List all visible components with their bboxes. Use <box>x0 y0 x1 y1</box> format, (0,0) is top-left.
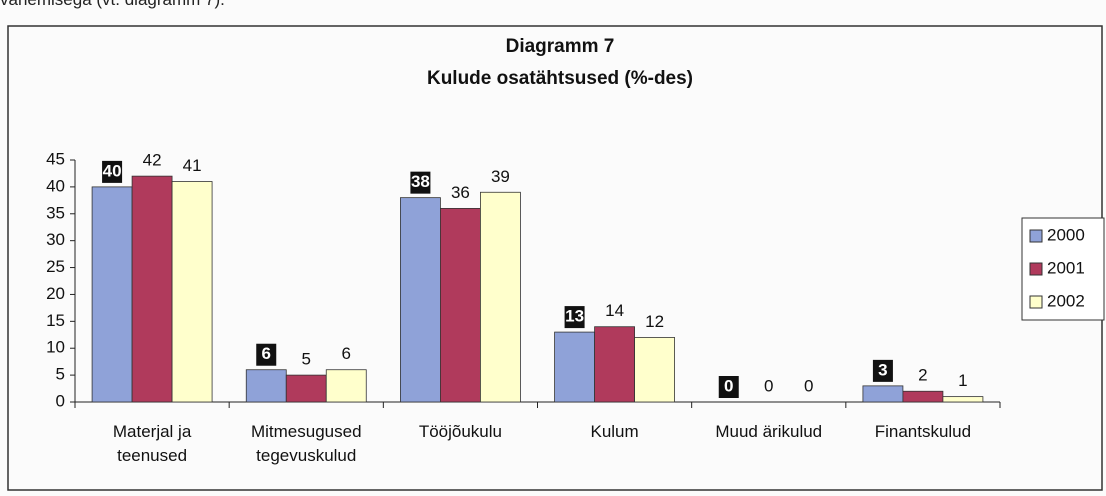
value-label: 0 <box>804 376 813 395</box>
x-tick-label: Muud ärikulud <box>715 422 823 441</box>
y-tick-label: 25 <box>46 257 65 276</box>
bar <box>594 326 635 403</box>
value-label-bg <box>410 171 431 194</box>
legend-swatch <box>1029 229 1043 243</box>
value-label: 42 <box>143 151 162 170</box>
x-tick-label: Kulum <box>590 422 639 441</box>
y-tick-label: 0 <box>56 391 65 410</box>
bar <box>862 385 904 403</box>
bar <box>325 369 367 403</box>
legend-label: 2001 <box>1047 258 1085 277</box>
x-tick-label: Mitmesugused tegevuskulud <box>250 422 362 465</box>
value-label: 5 <box>302 350 311 369</box>
bar <box>634 337 675 403</box>
bar <box>902 390 944 403</box>
y-tick-label: 40 <box>46 176 65 195</box>
legend-swatch <box>1029 295 1043 309</box>
bar <box>554 331 595 403</box>
value-label: 39 <box>491 167 510 186</box>
value-label: 14 <box>605 301 624 320</box>
value-label-bg <box>256 343 277 366</box>
y-tick-label: 30 <box>46 230 65 249</box>
value-label-bg <box>564 306 585 329</box>
chart-title: Diagramm 7 <box>506 36 615 57</box>
value-label: 2 <box>918 366 927 385</box>
value-label-bg <box>102 160 123 183</box>
value-label: 40 <box>103 161 122 180</box>
bar <box>480 191 521 403</box>
legend-label: 2002 <box>1047 291 1085 310</box>
bar <box>285 374 327 403</box>
bar <box>171 181 213 403</box>
value-label: 36 <box>451 183 470 202</box>
bar <box>131 175 173 403</box>
y-tick-label: 10 <box>46 338 65 357</box>
bar <box>400 197 441 403</box>
value-label: 3 <box>878 360 887 379</box>
value-label: 0 <box>764 376 773 395</box>
x-tick-label: Materjal ja teenused <box>112 422 192 465</box>
value-label: 1 <box>958 371 967 390</box>
value-label-bg <box>872 359 893 382</box>
y-tick-label: 35 <box>46 203 65 222</box>
bar <box>942 396 984 403</box>
context-text: vanemisega (vt. diagramm 7). <box>0 0 225 10</box>
value-label: 12 <box>645 312 664 331</box>
value-label: 41 <box>183 156 202 175</box>
value-label: 6 <box>262 344 271 363</box>
bar <box>91 186 133 403</box>
y-tick-label: 45 <box>46 149 65 168</box>
legend-label: 2000 <box>1047 225 1085 244</box>
y-tick-label: 5 <box>56 365 65 384</box>
y-tick-label: 15 <box>46 311 65 330</box>
bar <box>245 369 287 403</box>
legend-swatch <box>1029 262 1043 276</box>
value-label: 38 <box>411 172 430 191</box>
value-label: 13 <box>565 307 584 326</box>
x-tick-label: Finantskulud <box>874 422 972 441</box>
x-tick-label: Tööjõukulu <box>418 422 502 441</box>
chart-subtitle: Kulude osatähtsused (%-des) <box>427 68 693 89</box>
value-label: 6 <box>342 344 351 363</box>
value-label: 0 <box>724 376 733 395</box>
bar <box>440 207 481 403</box>
value-label-bg <box>718 376 739 398</box>
y-tick-label: 20 <box>46 284 65 303</box>
